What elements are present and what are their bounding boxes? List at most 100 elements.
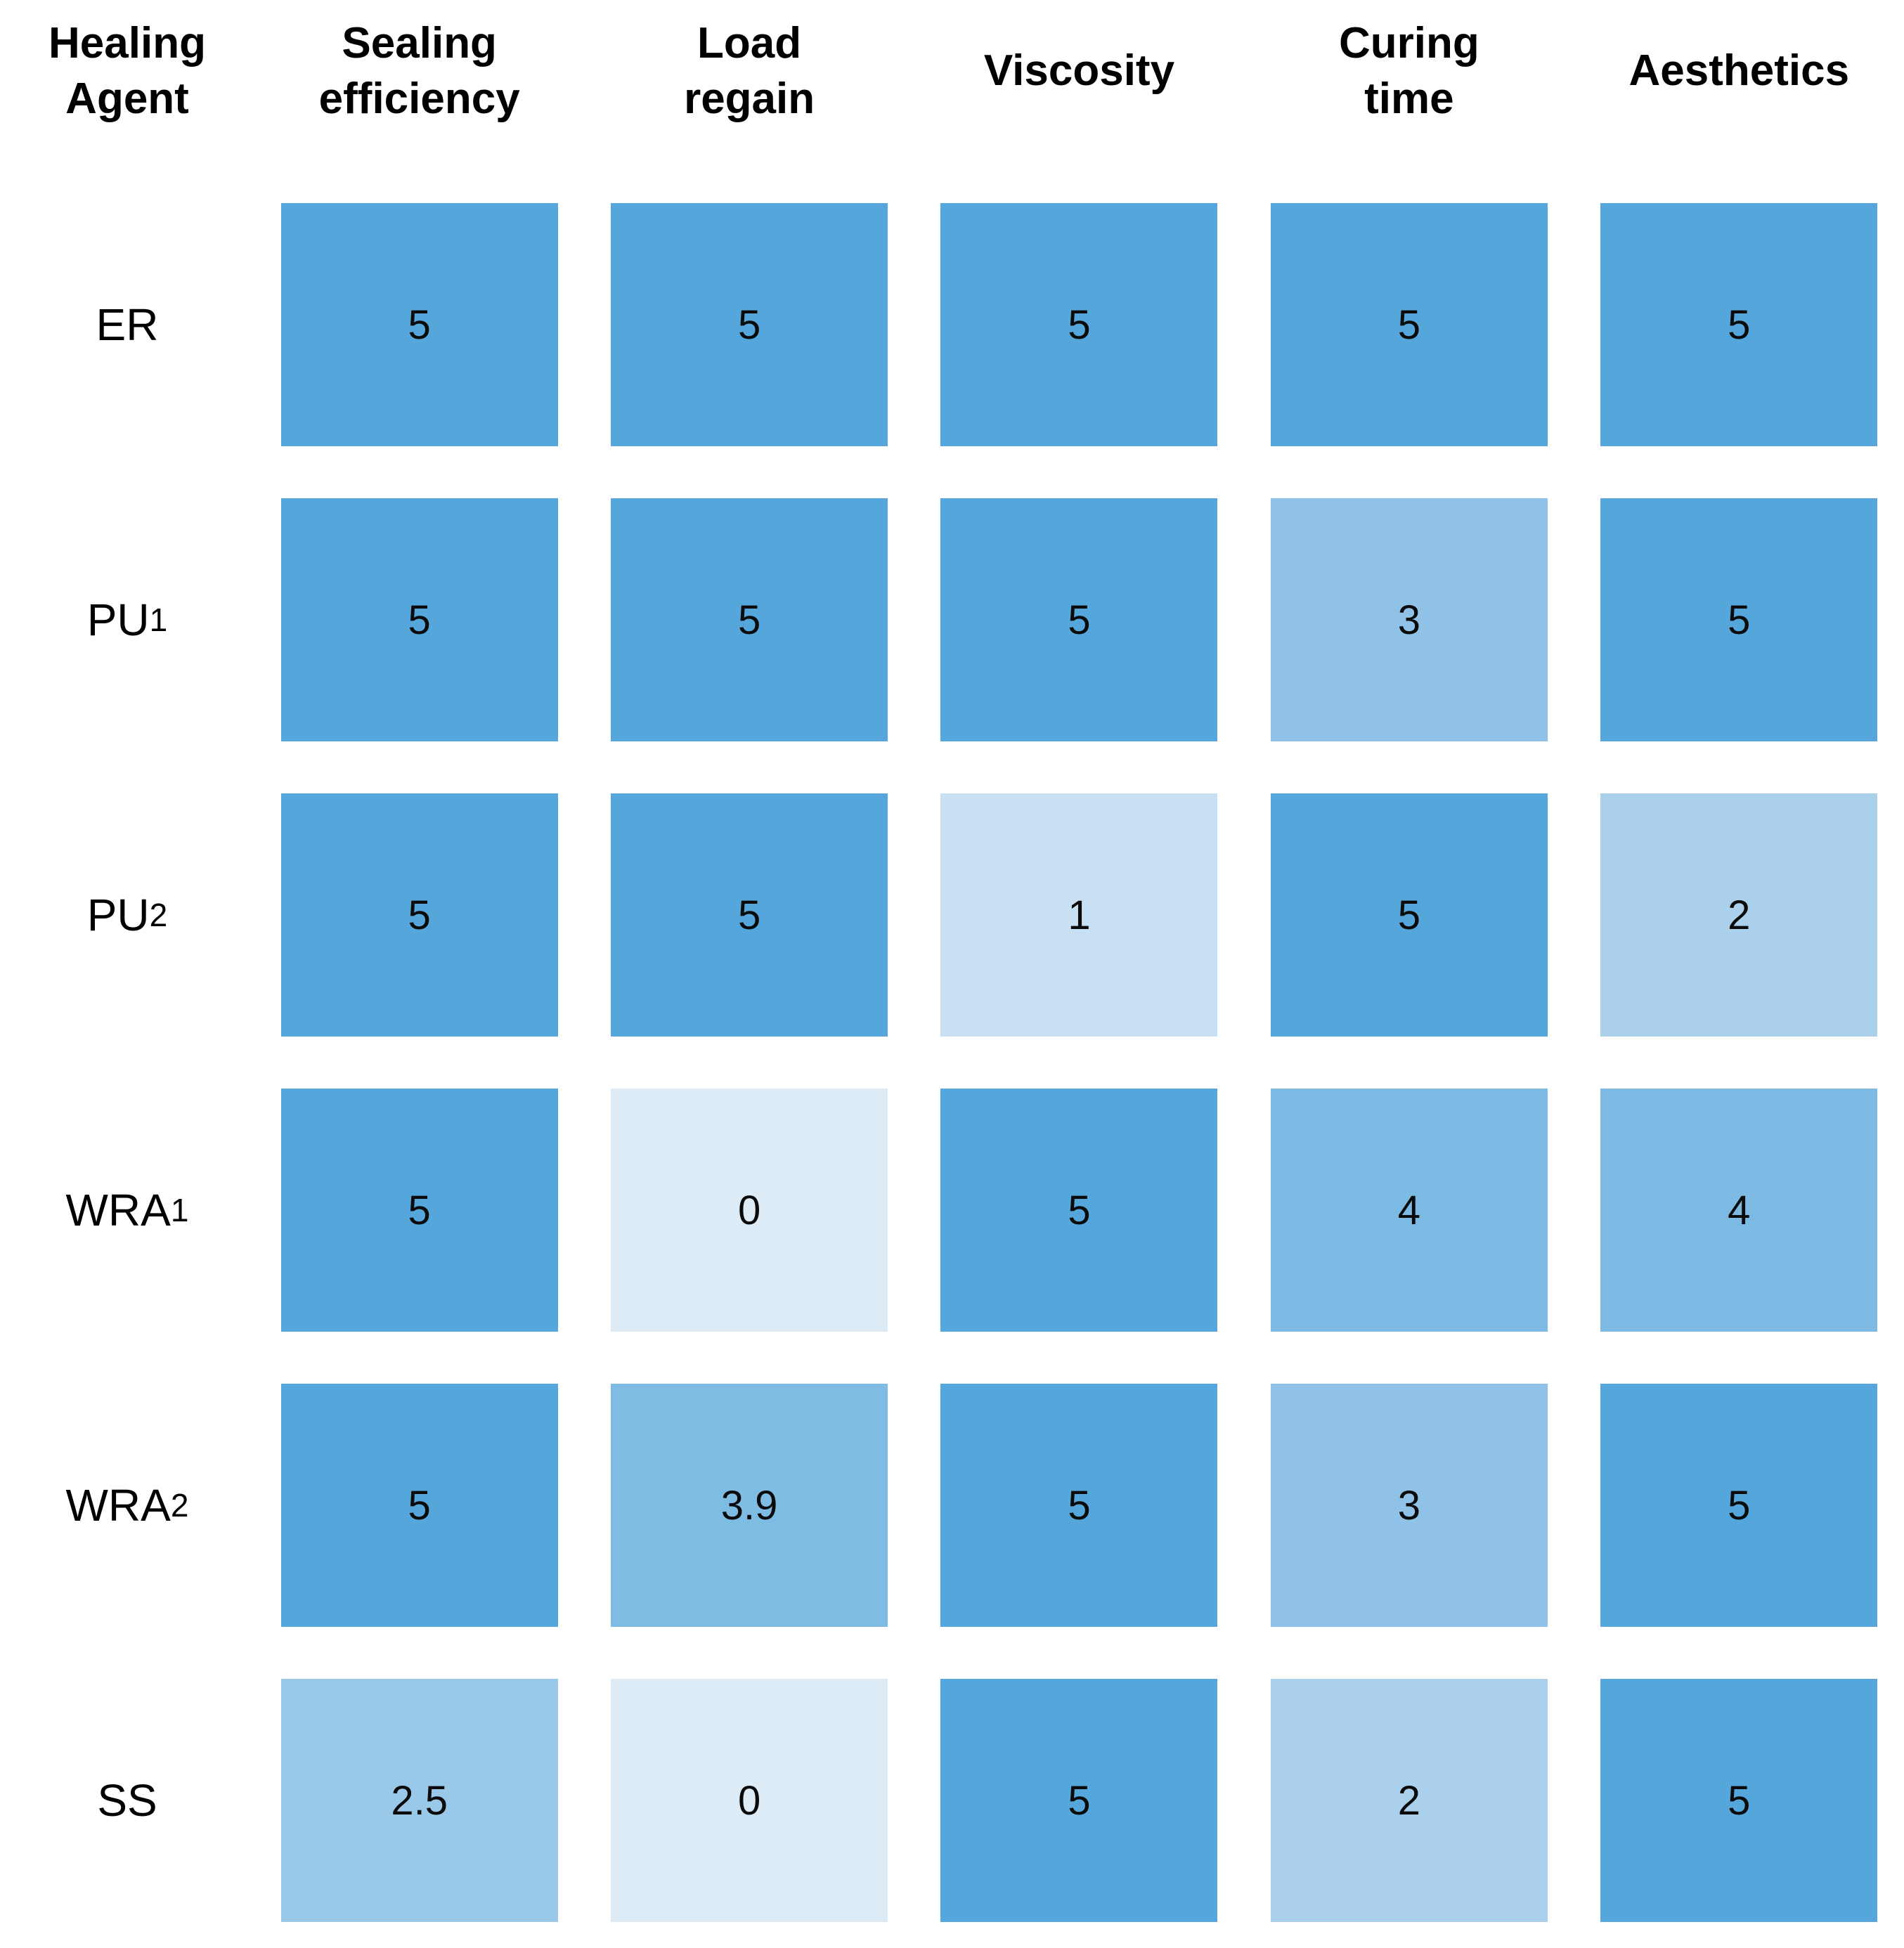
cell-value: 0 — [737, 1187, 761, 1233]
cell-value: 5 — [1728, 1482, 1751, 1528]
matrix-cell-wra2-sealing-efficiency: 5 — [280, 1384, 558, 1627]
matrix-cell-ss-load-regain: 0 — [611, 1679, 888, 1922]
matrix-cell-ss-curing-time: 2 — [1270, 1679, 1548, 1922]
matrix-cell-er-curing-time: 5 — [1270, 203, 1548, 446]
cell-value: 5 — [1068, 597, 1091, 643]
row-label-pu1: PU 1 — [0, 472, 254, 767]
matrix-cell-wra1-curing-time: 4 — [1270, 1089, 1548, 1332]
cell-slot: 5 — [1574, 177, 1904, 472]
cell-slot: 2 — [1574, 767, 1904, 1063]
cell-slot: 5 — [914, 1653, 1244, 1948]
row-label-er: ER — [0, 177, 254, 472]
cell-slot: 5 — [1244, 767, 1574, 1063]
matrix-cell-er-load-regain: 5 — [611, 203, 888, 446]
matrix-cell-ss-viscosity: 5 — [940, 1679, 1218, 1922]
matrix-cell-pu2-load-regain: 5 — [611, 793, 888, 1037]
matrix-cell-ss-aesthetics: 5 — [1600, 1679, 1878, 1922]
row-label-text: WRA — [65, 1480, 171, 1531]
cell-value: 0 — [737, 1777, 761, 1824]
cell-value: 5 — [737, 892, 761, 938]
cell-value: 2 — [1728, 892, 1751, 938]
row-label-text: PU — [86, 595, 150, 645]
matrix-cell-pu1-load-regain: 5 — [611, 498, 888, 741]
row-label-ss: SS — [0, 1653, 254, 1948]
cell-value: 5 — [1068, 1482, 1091, 1528]
cell-slot: 4 — [1574, 1063, 1904, 1358]
cell-value: 5 — [1728, 597, 1751, 643]
cell-slot: 5 — [584, 767, 914, 1063]
matrix-cell-pu1-sealing-efficiency: 5 — [280, 498, 558, 741]
cell-slot: 2.5 — [254, 1653, 584, 1948]
matrix-cell-wra1-aesthetics: 4 — [1600, 1089, 1878, 1332]
column-header-aesthetics: Aesthetics — [1628, 46, 1850, 96]
matrix-cell-wra2-load-regain: 3.9 — [611, 1384, 888, 1627]
cell-slot: 5 — [914, 177, 1244, 472]
row-label-subscript: 2 — [149, 897, 168, 933]
row-label-wra2: WRA 2 — [0, 1358, 254, 1653]
cell-value: 3.9 — [720, 1482, 778, 1528]
cell-slot: 0 — [584, 1063, 914, 1358]
cell-value: 5 — [1728, 301, 1751, 348]
column-header-sealing-efficiency: Sealing efficiency — [318, 18, 520, 123]
cell-value: 1 — [1068, 892, 1091, 938]
column-header-load-regain: Load regain — [684, 18, 815, 123]
cell-value: 5 — [737, 301, 761, 348]
cell-slot: 5 — [1574, 1653, 1904, 1948]
cell-slot: 5 — [914, 1063, 1244, 1358]
cell-slot: 5 — [1574, 1358, 1904, 1653]
cell-value: 5 — [408, 301, 431, 348]
cell-value: 5 — [408, 1482, 431, 1528]
cell-value: 5 — [1397, 892, 1421, 938]
cell-slot: 3 — [1244, 1358, 1574, 1653]
cell-value: 5 — [1068, 1777, 1091, 1824]
row-label-text: SS — [97, 1775, 157, 1826]
cell-value: 5 — [737, 597, 761, 643]
cell-slot: 0 — [584, 1653, 914, 1948]
cell-slot: 1 — [914, 767, 1244, 1063]
column-header-curing-time: Curing time — [1339, 18, 1479, 123]
matrix-cell-pu2-sealing-efficiency: 5 — [280, 793, 558, 1037]
matrix-cell-er-aesthetics: 5 — [1600, 203, 1878, 446]
matrix-cell-pu1-aesthetics: 5 — [1600, 498, 1878, 741]
matrix-cell-ss-sealing-efficiency: 2.5 — [280, 1679, 558, 1922]
row-label-wra1: WRA 1 — [0, 1063, 254, 1358]
cell-slot: 5 — [914, 472, 1244, 767]
row-label-text: WRA — [65, 1185, 171, 1235]
cell-slot: 5 — [254, 177, 584, 472]
cell-slot: 2 — [1244, 1653, 1574, 1948]
cell-slot: 5 — [914, 1358, 1244, 1653]
matrix-cell-wra1-load-regain: 0 — [611, 1089, 888, 1332]
matrix-cell-pu1-curing-time: 3 — [1270, 498, 1548, 741]
matrix-cell-er-viscosity: 5 — [940, 203, 1218, 446]
cell-value: 4 — [1397, 1187, 1421, 1233]
cell-slot: 5 — [254, 1358, 584, 1653]
cell-slot: 5 — [1574, 472, 1904, 767]
matrix-cell-pu2-viscosity: 1 — [940, 793, 1218, 1037]
matrix-cell-wra1-viscosity: 5 — [940, 1089, 1218, 1332]
cell-slot: 5 — [254, 767, 584, 1063]
matrix-cell-pu1-viscosity: 5 — [940, 498, 1218, 741]
cell-value: 5 — [1728, 1777, 1751, 1824]
cell-value: 2 — [1397, 1777, 1421, 1824]
cell-slot: 4 — [1244, 1063, 1574, 1358]
cell-value: 5 — [408, 1187, 431, 1233]
cell-value: 5 — [1397, 301, 1421, 348]
matrix-cell-wra2-viscosity: 5 — [940, 1384, 1218, 1627]
row-label-text: PU — [86, 890, 150, 940]
cell-value: 3 — [1397, 1482, 1421, 1528]
row-label-text: ER — [96, 299, 159, 350]
row-label-subscript: 2 — [170, 1487, 189, 1524]
matrix-cell-wra2-aesthetics: 5 — [1600, 1384, 1878, 1627]
cell-slot: 5 — [584, 472, 914, 767]
cell-value: 5 — [1068, 301, 1091, 348]
cell-slot: 3 — [1244, 472, 1574, 767]
row-label-subscript: 1 — [149, 602, 168, 638]
cell-value: 5 — [1068, 1187, 1091, 1233]
cell-slot: 5 — [254, 472, 584, 767]
matrix-cell-wra2-curing-time: 3 — [1270, 1384, 1548, 1627]
cell-value: 2.5 — [391, 1777, 448, 1824]
row-label-subscript: 1 — [170, 1192, 189, 1228]
column-header-healing-agent: Healing Agent — [48, 18, 206, 123]
cell-value: 5 — [408, 597, 431, 643]
